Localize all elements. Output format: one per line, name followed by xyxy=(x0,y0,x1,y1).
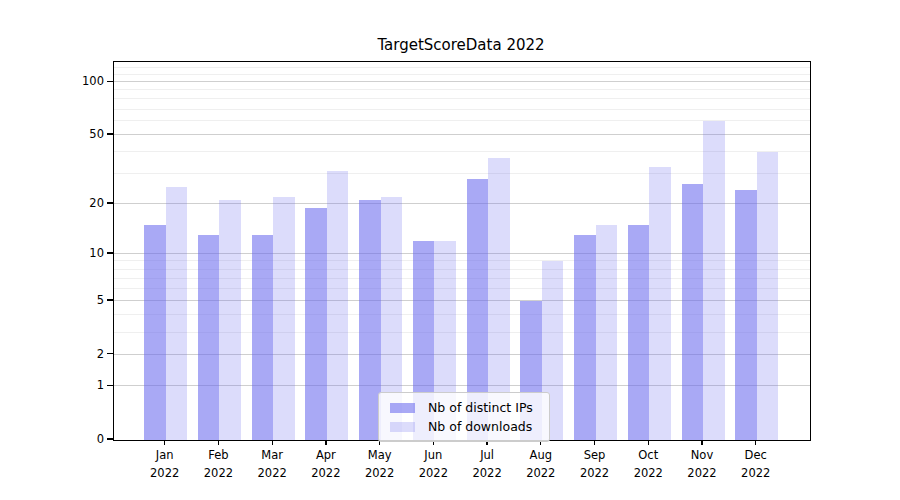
x-tick-mark xyxy=(272,440,273,445)
bar-ips-mar xyxy=(252,235,274,440)
minor-gridline xyxy=(114,109,810,110)
y-tick-mark xyxy=(107,133,113,134)
legend-swatch-downloads xyxy=(390,422,415,432)
legend-swatch-ips xyxy=(390,403,415,413)
y-tick-mark xyxy=(107,385,113,386)
legend-item-distinct-ips: Nb of distinct IPs xyxy=(386,398,542,417)
y-tick-label: 100 xyxy=(64,73,104,89)
bar-downloads-mar xyxy=(273,197,295,440)
bar-ips-apr xyxy=(305,208,327,440)
bar-ips-feb xyxy=(198,235,220,440)
bar-ips-sep xyxy=(574,235,596,440)
x-tick-mark xyxy=(594,440,595,445)
bar-downloads-apr xyxy=(327,171,349,440)
y-tick-mark xyxy=(107,252,113,253)
minor-gridline xyxy=(114,67,810,68)
y-tick-mark xyxy=(107,438,113,439)
x-tick-label: Dec 2022 xyxy=(724,447,788,482)
bar-downloads-jan xyxy=(166,187,188,440)
y-tick-label: 0 xyxy=(64,431,104,447)
chart-title: TargetScoreData 2022 xyxy=(113,36,809,54)
major-gridline xyxy=(114,81,810,82)
y-tick-label: 5 xyxy=(64,292,104,308)
y-tick-mark xyxy=(107,81,113,82)
x-tick-mark xyxy=(755,440,756,445)
x-tick-mark xyxy=(325,440,326,445)
bar-downloads-sep xyxy=(596,225,618,440)
y-tick-label: 1 xyxy=(64,377,104,393)
figure: TargetScoreData 2022 0125102050100 Jan 2… xyxy=(0,0,900,500)
legend-label-distinct-ips: Nb of distinct IPs xyxy=(428,400,533,415)
y-tick-label: 10 xyxy=(64,245,104,261)
legend-label-downloads: Nb of downloads xyxy=(428,419,532,434)
minor-gridline xyxy=(114,89,810,90)
x-tick-mark xyxy=(164,440,165,445)
minor-gridline xyxy=(114,98,810,99)
y-tick-mark xyxy=(107,299,113,300)
y-tick-label: 2 xyxy=(64,346,104,362)
bar-ips-nov xyxy=(682,184,704,440)
bar-ips-oct xyxy=(628,225,650,440)
x-tick-mark xyxy=(648,440,649,445)
bar-ips-dec xyxy=(735,190,757,440)
y-tick-mark xyxy=(107,353,113,354)
bar-ips-jan xyxy=(144,225,166,440)
legend: Nb of distinct IPs Nb of downloads xyxy=(378,392,550,442)
legend-item-downloads: Nb of downloads xyxy=(386,417,542,436)
bar-downloads-dec xyxy=(757,152,779,440)
y-tick-mark xyxy=(107,202,113,203)
x-tick-mark xyxy=(218,440,219,445)
plot-area xyxy=(113,61,811,441)
y-tick-label: 20 xyxy=(64,195,104,211)
bar-downloads-nov xyxy=(703,121,725,440)
bar-downloads-feb xyxy=(219,200,241,440)
y-tick-label: 50 xyxy=(64,126,104,142)
bar-downloads-oct xyxy=(649,167,671,440)
minor-gridline xyxy=(114,74,810,75)
x-tick-mark xyxy=(701,440,702,445)
